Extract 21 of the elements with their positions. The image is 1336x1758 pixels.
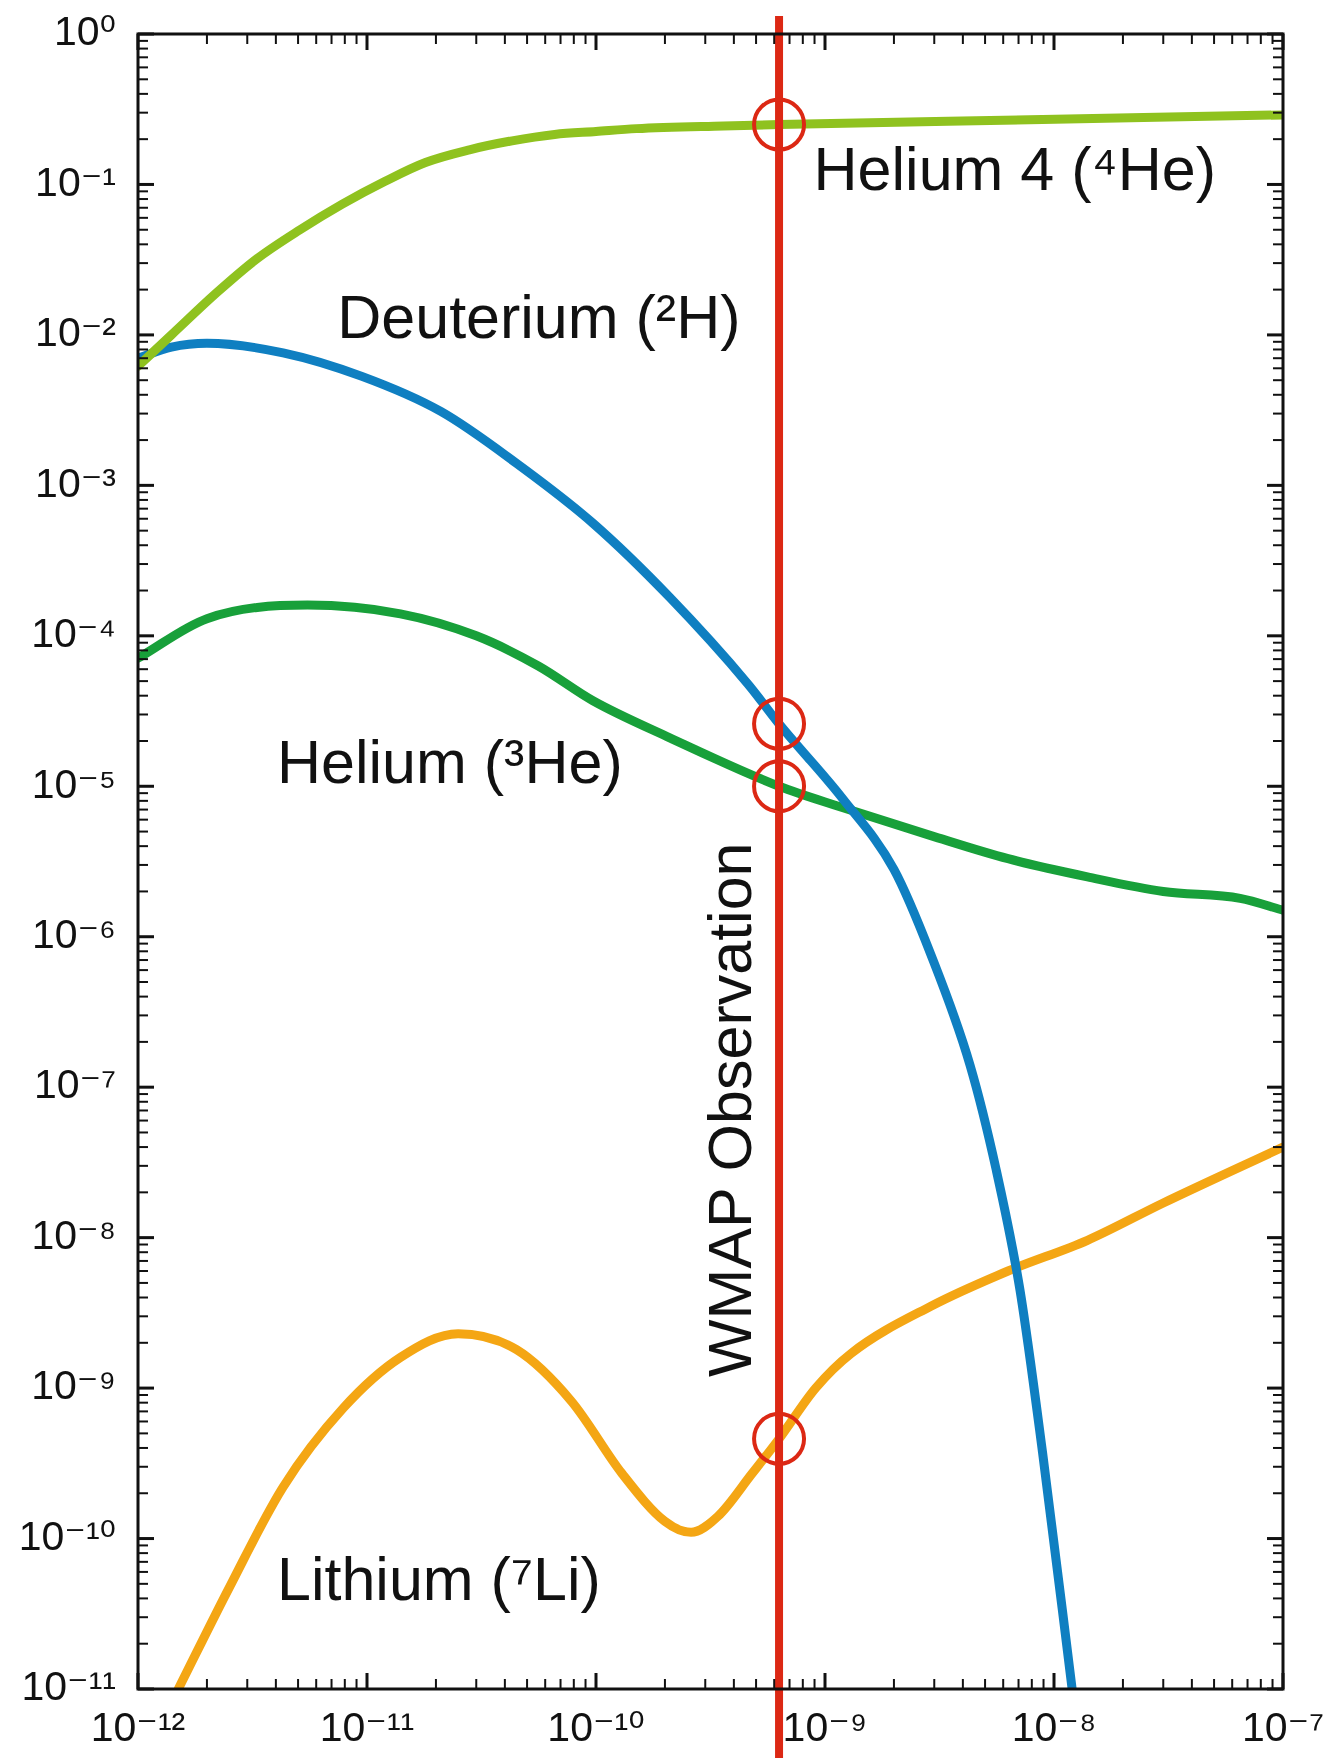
- x-tick-label: 10⁻⁸: [1011, 1703, 1097, 1750]
- x-tick-label: 10⁻¹¹: [319, 1703, 415, 1750]
- y-tick-label: 10⁻³: [35, 459, 116, 506]
- y-tick-label: 10⁻⁴: [31, 610, 116, 657]
- series-label: Lithium (⁷Li): [277, 1544, 601, 1613]
- y-tick-label: 10⁻¹⁰: [18, 1512, 116, 1559]
- y-tick-label: 10⁻⁶: [31, 911, 116, 958]
- y-tick-label: 10⁻⁷: [33, 1061, 116, 1108]
- y-tick-label: 10⁻²: [35, 309, 116, 356]
- series-label: Helium (³He): [277, 727, 623, 796]
- y-tick-label: 10⁻⁸: [31, 1211, 116, 1258]
- x-tick-label: 10⁻¹⁰: [547, 1703, 645, 1750]
- series-label: Helium 4 (⁴He): [813, 134, 1217, 203]
- x-tick-label: 10⁻⁹: [782, 1703, 868, 1750]
- y-tick-label: 10⁻⁵: [31, 760, 116, 807]
- ref-line-label: WMAP Observation: [695, 842, 764, 1377]
- series-label: Deuterium (²H): [337, 282, 741, 351]
- y-tick-label: 10⁻¹: [35, 158, 116, 205]
- y-tick-label: 10⁻⁹: [31, 1362, 116, 1409]
- x-tick-label: 10⁻⁷: [1241, 1703, 1325, 1750]
- y-tick-label: 10⁰: [53, 8, 116, 55]
